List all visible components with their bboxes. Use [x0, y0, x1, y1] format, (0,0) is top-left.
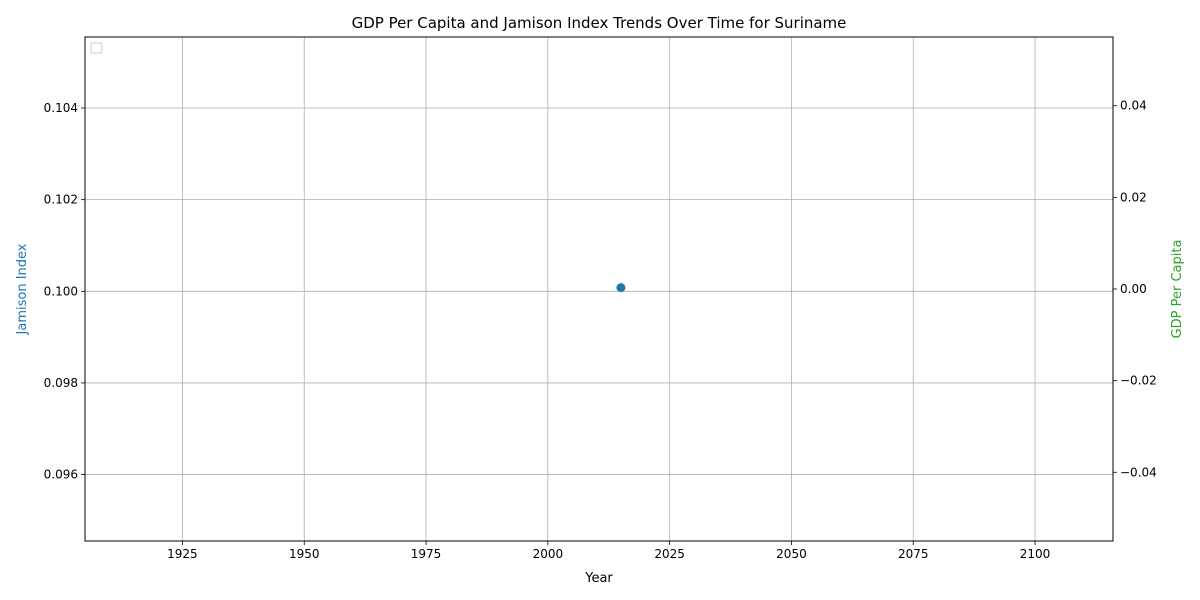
left-y-tick-label: 0.104	[44, 101, 78, 115]
x-tick-label: 2025	[654, 547, 685, 561]
right-y-tick-label: 0.02	[1120, 190, 1147, 204]
grid-lines	[85, 37, 1113, 541]
x-tick-label: 2100	[1020, 547, 1051, 561]
x-tick-label: 1975	[411, 547, 442, 561]
x-axis-ticks: 1925 1950 1975 2000 2025 2050 2075 2100	[167, 541, 1050, 561]
plot-frame	[84, 36, 1114, 542]
data-marks	[616, 283, 626, 293]
data-point	[616, 283, 626, 293]
x-tick-label: 1950	[289, 547, 320, 561]
x-tick-label: 2050	[776, 547, 807, 561]
left-y-axis-ticks: 0.096 0.098 0.100 0.102 0.104	[44, 101, 85, 482]
right-y-tick-label: 0.00	[1120, 282, 1147, 296]
x-tick-label: 2075	[898, 547, 929, 561]
left-y-tick-label: 0.102	[44, 193, 78, 207]
left-y-axis-label: Jamison Index	[15, 243, 30, 335]
right-y-axis-label: GDP Per Capita	[1170, 240, 1185, 339]
chart-title: GDP Per Capita and Jamison Index Trends …	[352, 14, 847, 32]
left-y-tick-label: 0.100	[44, 284, 78, 298]
x-axis-label: Year	[584, 571, 613, 586]
x-tick-label: 1925	[167, 547, 198, 561]
legend-box	[90, 42, 103, 54]
left-y-tick-label: 0.096	[44, 468, 78, 482]
left-y-tick-label: 0.098	[44, 376, 78, 390]
right-y-tick-label: 0.04	[1120, 99, 1147, 113]
right-y-tick-label: −0.04	[1120, 465, 1157, 479]
right-y-axis-ticks: −0.04 −0.02 0.00 0.02 0.04	[1113, 99, 1157, 479]
x-tick-label: 2000	[533, 547, 564, 561]
right-y-tick-label: −0.02	[1120, 374, 1157, 388]
